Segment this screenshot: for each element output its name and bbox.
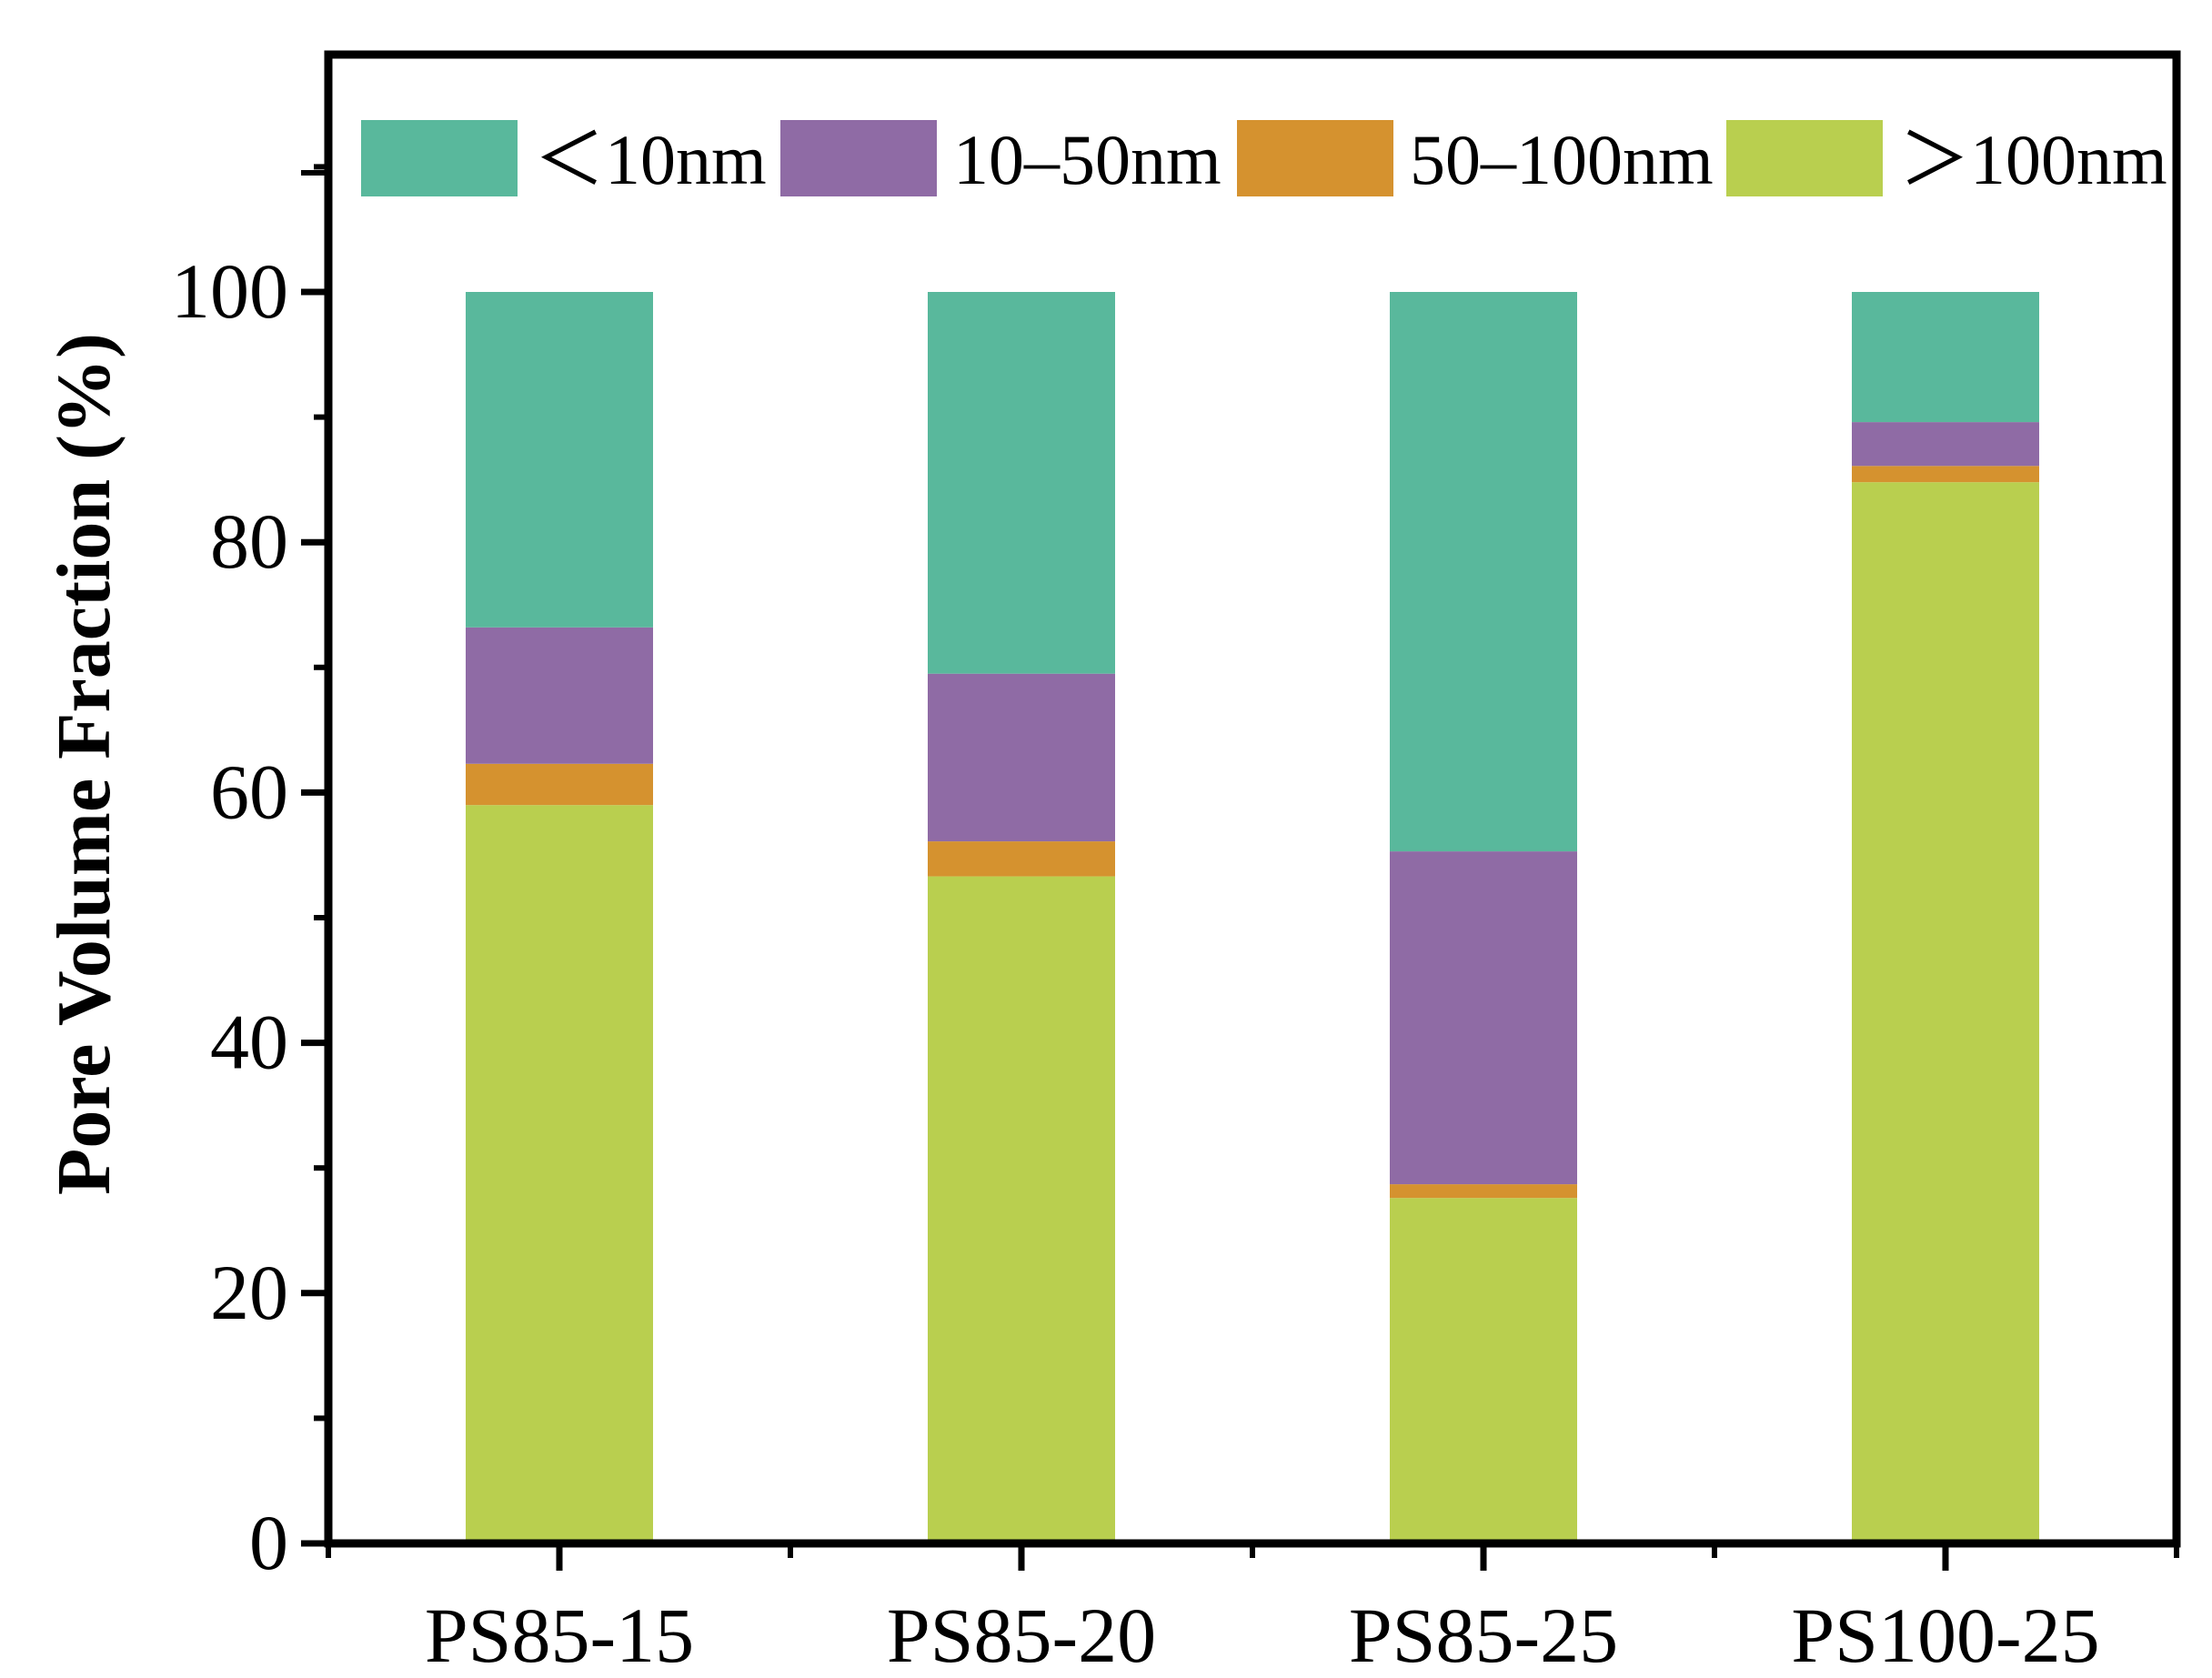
legend-swatch->100nm (1726, 120, 1883, 196)
bar-segment->100nm-PS85-25 (1390, 1198, 1577, 1543)
x-tick-label-PS85-20: PS85-20 (887, 1592, 1156, 1678)
y-tick-label: 60 (210, 748, 288, 835)
legend-swatch-<10nm (361, 120, 518, 196)
bar-segment->100nm-PS100-25 (1852, 482, 2039, 1544)
bar-segment-50-100nm-PS85-25 (1390, 1184, 1577, 1199)
bars-layer (466, 292, 2039, 1544)
bar-segment-<10nm-PS85-15 (466, 292, 653, 628)
bar-segment-10-50nm-PS85-20 (928, 673, 1115, 842)
x-tick-label-PS85-15: PS85-15 (425, 1592, 694, 1678)
y-tick-label: 20 (210, 1249, 288, 1336)
x-tick-label-PS85-25: PS85-25 (1349, 1592, 1618, 1678)
x-tick-label-PS100-25: PS100-25 (1791, 1592, 2099, 1678)
bar-segment->100nm-PS85-20 (928, 876, 1115, 1543)
bar-segment-50-100nm-PS85-20 (928, 841, 1115, 877)
bar-segment-<10nm-PS85-25 (1390, 292, 1577, 852)
bar-segment->100nm-PS85-15 (466, 805, 653, 1543)
y-axis: 0 20 40 60 80 100 (171, 164, 328, 1586)
y-tick-label: 100 (171, 247, 288, 335)
legend-label-50-100nm: 50–100nm (1410, 120, 1714, 199)
legend-label->100nm: ＞100nm (1899, 120, 2167, 199)
legend-swatch-10-50nm (780, 120, 937, 196)
legend-label-<10nm: ＜10nm (534, 120, 767, 199)
bar-segment-10-50nm-PS85-15 (466, 627, 653, 764)
bar-segment-10-50nm-PS100-25 (1852, 422, 2039, 467)
legend: ＜10nm 10–50nm 50–100nm ＞100nm (361, 120, 2167, 199)
x-axis: PS85-15 PS85-20 PS85-25 PS100-25 (326, 1543, 2179, 1678)
legend-swatch-50-100nm (1237, 120, 1393, 196)
legend-label-10-50nm: 10–50nm (953, 120, 1222, 199)
bar-segment-<10nm-PS100-25 (1852, 292, 2039, 423)
y-tick-label: 0 (249, 1499, 288, 1586)
bar-segment-<10nm-PS85-20 (928, 292, 1115, 674)
bar-segment-10-50nm-PS85-25 (1390, 851, 1577, 1185)
y-tick-label: 80 (210, 497, 288, 585)
bar-segment-50-100nm-PS100-25 (1852, 466, 2039, 483)
y-axis-label: Pore Volume Fraction (%) (42, 333, 126, 1195)
bar-segment-50-100nm-PS85-15 (466, 763, 653, 806)
y-tick-label: 40 (210, 999, 288, 1086)
